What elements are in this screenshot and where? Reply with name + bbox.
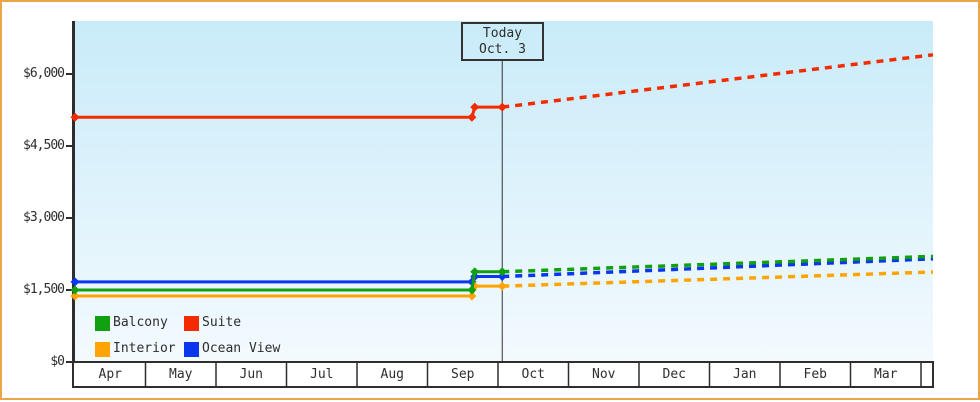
x-axis-month-label: May <box>169 367 193 382</box>
x-axis-month-label: Aug <box>380 367 404 382</box>
legend-label: Suite <box>202 315 242 330</box>
x-axis-month-label: Jun <box>239 367 263 382</box>
x-axis-month-label: Mar <box>874 367 898 382</box>
today-marker-box: Today Oct. 3 <box>461 22 544 61</box>
legend-label: Ocean View <box>202 341 281 356</box>
legend-item-balcony: Balcony <box>95 315 168 331</box>
y-axis-tick-label: $3,000 <box>23 210 65 225</box>
legend-label: Balcony <box>113 315 168 330</box>
y-axis-tick-label: $1,500 <box>23 282 65 297</box>
x-axis-month-label: Apr <box>98 367 122 382</box>
balcony-swatch-icon <box>95 315 110 331</box>
y-axis-tick-label: $4,500 <box>23 138 65 153</box>
data-point-marker-suite <box>70 112 80 122</box>
legend-item-suite: Suite <box>184 315 241 331</box>
x-axis-month-label: Jul <box>310 367 334 382</box>
plot-background <box>75 21 933 362</box>
interior-swatch-icon <box>95 341 110 357</box>
data-point-marker-balcony <box>470 267 480 277</box>
series-history-line-balcony <box>75 270 503 292</box>
data-point-marker-interior <box>70 291 80 301</box>
legend-label: Interior <box>113 341 176 356</box>
series-forecast-line-balcony <box>502 254 934 274</box>
today-label: Today <box>482 26 523 41</box>
data-point-marker-interior <box>497 281 507 291</box>
today-date: Oct. 3 <box>479 42 526 57</box>
x-axis-month-label: Oct <box>521 367 545 382</box>
data-point-marker-ocean-view <box>497 272 507 282</box>
legend-item-ocean-view: Ocean View <box>184 341 280 357</box>
series-forecast-line-ocean-view <box>502 257 934 279</box>
x-axis-month-label: Nov <box>592 367 616 382</box>
x-axis-month-label: Jan <box>733 367 757 382</box>
data-point-marker-interior <box>467 291 477 301</box>
suite-swatch-icon <box>184 315 199 331</box>
x-axis-month-label: Feb <box>803 367 827 382</box>
data-point-marker-suite <box>467 112 477 122</box>
data-point-marker-ocean-view <box>70 277 80 287</box>
data-point-marker-balcony <box>497 267 507 277</box>
y-axis-tick-label: $0 <box>50 354 65 369</box>
data-point-marker-suite <box>470 102 480 112</box>
data-point-marker-balcony <box>70 285 80 295</box>
ocean-view-swatch-icon <box>184 341 199 357</box>
data-point-marker-balcony <box>467 285 477 295</box>
x-axis-month-label: Sep <box>451 367 475 382</box>
legend-item-interior: Interior <box>95 341 176 357</box>
y-axis-tick-label: $6,000 <box>23 66 65 81</box>
x-axis-month-label: Dec <box>662 367 686 382</box>
series-history-line-suite <box>75 105 503 119</box>
data-point-marker-suite <box>497 102 507 112</box>
series-forecast-line-interior <box>502 270 934 288</box>
